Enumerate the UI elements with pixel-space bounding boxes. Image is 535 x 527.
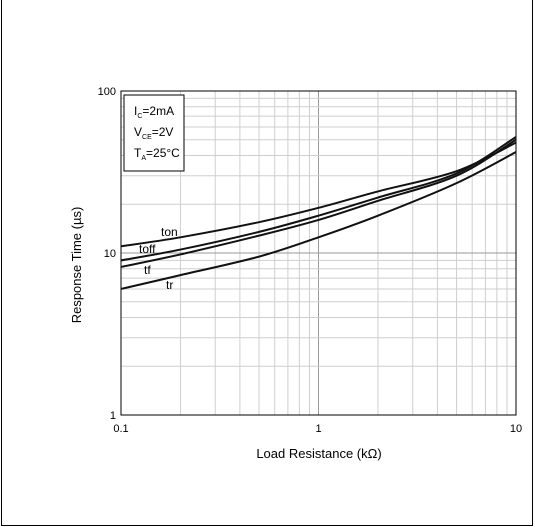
x-tick-label: 10	[510, 423, 522, 435]
x-tick-label: 1	[315, 423, 321, 435]
y-tick-label: 1	[110, 410, 116, 422]
y-tick-label: 100	[98, 86, 116, 98]
curve-labels: ton toff tf tr	[139, 225, 178, 292]
conditions-box: IC=2mA VCE=2V TA=25°C	[123, 94, 185, 172]
x-tick-label: 0.1	[113, 423, 128, 435]
curve-label-toff: toff	[139, 242, 156, 256]
condition-vce: VCE=2V	[134, 125, 173, 141]
curve-label-ton: ton	[161, 225, 178, 239]
condition-ta: TA=25°C	[134, 146, 180, 162]
x-axis-title: Load Resistance (kΩ)	[256, 446, 381, 461]
series-line-ton	[120, 141, 517, 248]
curve-label-tf: tf	[144, 263, 151, 277]
y-axis-title: Response Time (µs)	[69, 207, 84, 324]
series-group	[120, 136, 517, 290]
series-line-toff	[120, 136, 517, 262]
grid	[120, 90, 517, 416]
curve-label-tr: tr	[166, 278, 173, 292]
series-line-tf	[120, 138, 517, 268]
condition-ic: IC=2mA	[134, 104, 174, 120]
plot-area	[120, 90, 517, 416]
series-line-tr	[120, 151, 517, 290]
y-tick-label: 10	[104, 248, 116, 260]
